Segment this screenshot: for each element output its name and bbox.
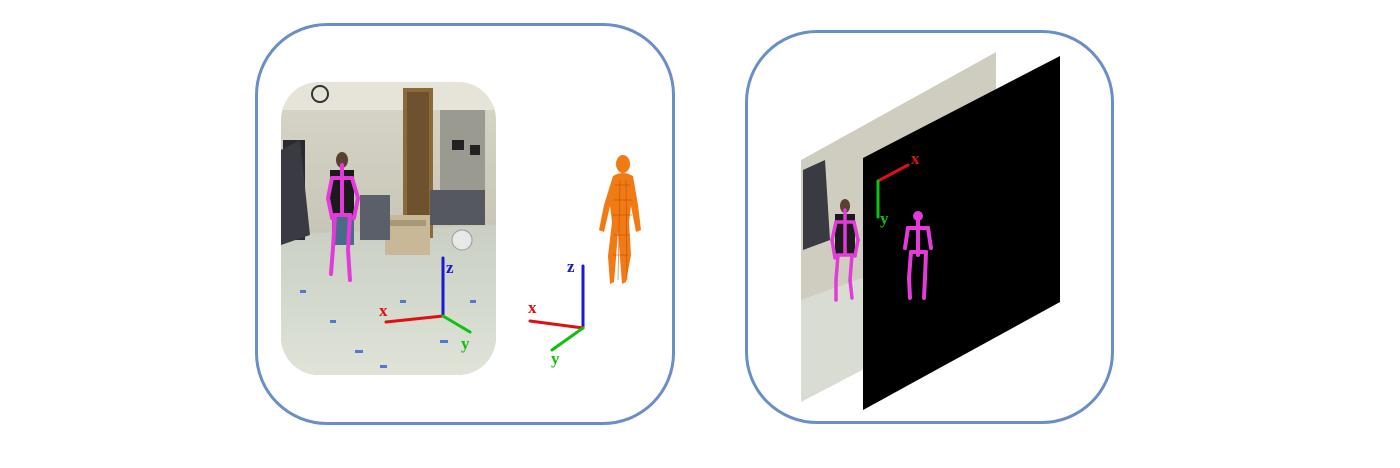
axis-label-x-photo: x — [379, 301, 388, 320]
axis-label-x-world: x — [528, 298, 537, 317]
axis-label-z-world: z — [567, 257, 575, 276]
axis-label-y-world: y — [551, 349, 560, 368]
axis-label-z-photo: z — [446, 258, 454, 277]
coordinate-axes-world — [528, 264, 585, 352]
axis-label-y-photo: y — [461, 334, 470, 353]
axis-label-y-plane: y — [880, 209, 889, 228]
camera-photo — [281, 82, 496, 375]
coordinate-axes-photo — [384, 256, 472, 334]
pose-skeleton-projected — [903, 211, 933, 300]
3d-human-mesh-icon — [599, 155, 641, 284]
coordinate-axes-plane — [876, 163, 910, 219]
image-projection-plane — [863, 56, 1060, 410]
pose-skeleton-left — [326, 163, 360, 282]
axis-label-x-plane: x — [911, 149, 920, 168]
